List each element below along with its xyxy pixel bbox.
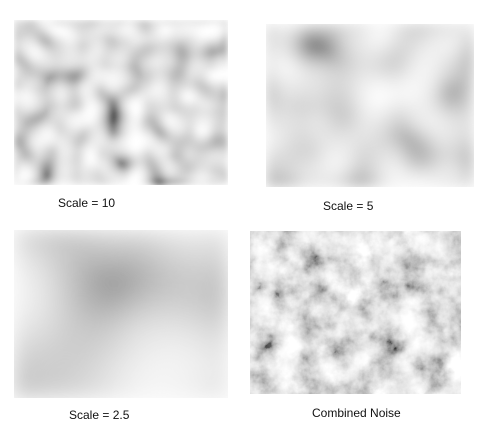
noise-image-scale-2-5: [14, 230, 228, 398]
caption-scale-10: Scale = 10: [58, 196, 116, 210]
noise-image-combined: [250, 231, 461, 394]
caption-scale-5: Scale = 5: [323, 199, 374, 213]
noise-image-scale-5: [266, 24, 474, 187]
caption-combined-noise: Combined Noise: [312, 406, 401, 420]
caption-scale-2-5: Scale = 2.5: [69, 408, 130, 422]
noise-image-scale-10: [14, 20, 228, 185]
